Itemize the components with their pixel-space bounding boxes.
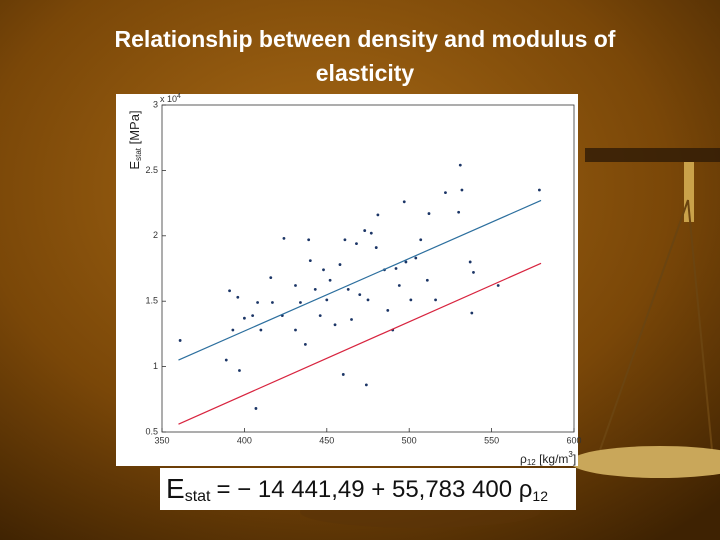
x-label-end: ]	[573, 452, 576, 466]
data-point	[496, 284, 500, 287]
data-point	[271, 301, 274, 304]
data-point	[366, 298, 370, 302]
y-label-unit: [MPa]	[127, 110, 142, 148]
data-point	[460, 188, 464, 192]
data-point	[231, 328, 235, 332]
data-point	[470, 311, 474, 315]
data-point	[364, 383, 368, 387]
x-label-sub: 12	[527, 458, 536, 467]
y-label-sub: stat	[134, 147, 143, 161]
data-point	[369, 231, 373, 235]
data-point	[322, 268, 325, 272]
data-point	[394, 267, 398, 270]
y-axis-label: Estat [MPa]	[127, 110, 143, 169]
data-point	[313, 288, 317, 291]
x-tick-label: 500	[402, 435, 417, 445]
equation-rhs: = − 14 441,49 + 55,783 400 ρ	[216, 476, 532, 503]
x-tick-label: 550	[484, 435, 499, 445]
data-point	[346, 288, 350, 291]
axis-multiplier: x 104	[160, 93, 181, 105]
data-point	[328, 278, 332, 282]
data-point	[427, 212, 431, 215]
equation: Estat = − 14 441,49 + 55,783 400 ρ12	[166, 473, 548, 505]
data-point	[397, 284, 401, 287]
x-tick-label: 600	[566, 435, 581, 445]
data-point	[228, 289, 231, 293]
data-point	[374, 246, 378, 249]
data-point	[472, 271, 475, 274]
data-point	[425, 278, 429, 282]
x-axis-label: ρ12 [kg/m3]	[520, 450, 576, 467]
x-label-main: ρ	[520, 452, 527, 466]
equation-lhs: E	[166, 473, 185, 504]
data-point	[457, 210, 461, 214]
data-point	[363, 229, 367, 232]
data-point	[325, 298, 329, 302]
data-point	[434, 298, 437, 302]
fit-line	[178, 199, 542, 361]
data-point	[254, 407, 258, 410]
data-point	[419, 238, 423, 242]
data-point	[358, 293, 362, 297]
y-tick-label: 2.5	[145, 165, 158, 175]
data-point	[468, 260, 472, 264]
data-point	[238, 369, 241, 372]
chart-panel	[116, 94, 578, 466]
data-point	[404, 260, 408, 264]
data-point	[444, 191, 447, 195]
y-tick-label: 1.5	[145, 296, 158, 306]
slide-title: Relationship between density and modulus…	[114, 26, 616, 86]
data-point	[318, 314, 322, 317]
data-point	[178, 339, 182, 342]
data-point	[282, 237, 286, 240]
data-point	[256, 301, 259, 304]
multiplier-base: x 10	[160, 94, 177, 104]
data-point	[236, 295, 240, 299]
data-point	[251, 314, 255, 317]
data-point	[343, 238, 347, 242]
data-point	[537, 188, 541, 192]
equation-lhs-sub: stat	[185, 488, 211, 505]
data-point	[402, 200, 406, 204]
data-point	[333, 323, 337, 327]
x-tick-label: 350	[154, 435, 169, 445]
data-point	[386, 308, 390, 312]
fit-line	[178, 262, 542, 425]
equation-rhs-sub: 12	[532, 488, 548, 504]
data-point	[409, 298, 413, 302]
y-label-main: E	[127, 161, 142, 170]
data-point	[243, 316, 246, 320]
data-point	[259, 328, 263, 332]
data-point	[458, 163, 462, 167]
data-point	[341, 373, 345, 376]
data-point	[414, 256, 418, 260]
y-tick-label: 0.5	[145, 426, 158, 436]
x-label-sup: 3	[568, 450, 573, 459]
y-tick-label: 1	[153, 361, 158, 371]
data-point	[338, 263, 342, 266]
x-label-unit: [kg/m	[536, 452, 569, 466]
data-point	[355, 242, 358, 246]
data-point	[299, 301, 302, 304]
x-tick-label: 450	[319, 435, 334, 445]
data-point	[303, 342, 307, 346]
data-point	[308, 259, 312, 263]
data-point	[376, 213, 380, 217]
plot-frame	[161, 104, 575, 433]
data-point	[294, 328, 297, 332]
x-tick-label: 400	[237, 435, 252, 445]
y-tick-label: 2	[153, 230, 158, 240]
data-point	[350, 318, 353, 321]
y-tick-label: 3	[153, 99, 158, 109]
data-point	[269, 276, 273, 280]
data-point	[294, 284, 297, 287]
multiplier-exp: 4	[177, 93, 181, 100]
data-point	[224, 358, 228, 362]
data-point	[307, 238, 311, 242]
equation-panel	[160, 468, 576, 510]
